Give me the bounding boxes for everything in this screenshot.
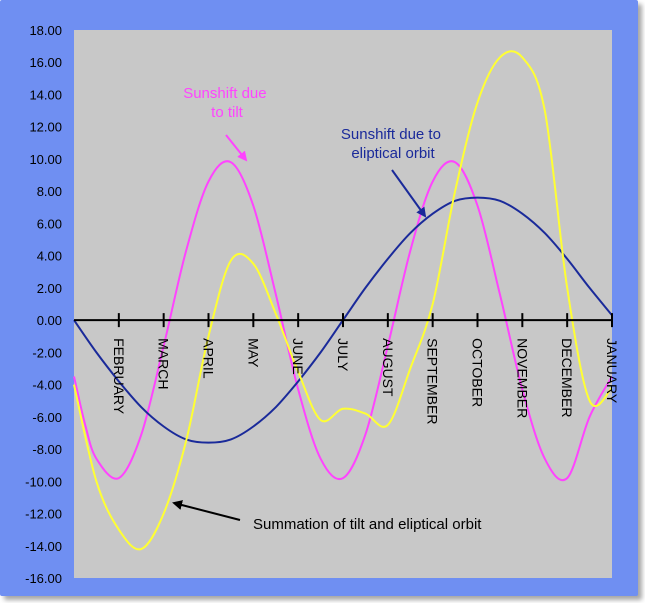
x-tick-label: DECEMBER xyxy=(559,338,575,417)
annotation-tilt-label: Sunshift due to tilt xyxy=(183,85,271,121)
series-line-0 xyxy=(73,160,613,482)
x-tick-label: JANUARY xyxy=(604,338,620,404)
annotation-orbit-label: Sunshift due to eliptical orbit xyxy=(341,126,445,162)
chart-svg: 18.00 16.00 14.00 12.00 10.00 8.00 6.00 4.00 2.0… xyxy=(25,23,620,586)
y-tick-label: 16.00 xyxy=(29,55,62,70)
x-axis-layer: FEBRUARY MARCH APRIL MAY JUNE JULY AUGUST SEPTE… xyxy=(74,313,620,424)
annotation-summation-label: Summation of tilt and eliptical orbit xyxy=(253,516,482,533)
y-tick-label: 0.00 xyxy=(37,313,62,328)
y-tick-label: 18.00 xyxy=(29,23,62,38)
plot-area xyxy=(74,30,612,578)
y-tick-label: -12.00 xyxy=(25,507,62,522)
x-tick-label: NOVEMBER xyxy=(514,338,530,418)
x-tick-label: SEPTEMBER xyxy=(425,338,441,424)
x-tick-label: OCTOBER xyxy=(470,338,486,407)
annotation-orbit-arrow xyxy=(391,169,427,218)
y-tick-label: -2.00 xyxy=(32,345,62,360)
x-tick-label: FEBRUARY xyxy=(111,338,127,415)
y-tick-labels: 18.00 16.00 14.00 12.00 10.00 8.00 6.00 4.00 2.0… xyxy=(25,23,62,586)
y-tick-label: 2.00 xyxy=(37,281,62,296)
y-tick-label: 8.00 xyxy=(37,184,62,199)
y-tick-label: 10.00 xyxy=(29,152,62,167)
x-tick-label: APRIL xyxy=(201,338,217,379)
y-tick-label: 4.00 xyxy=(37,249,62,264)
y-tick-label: 12.00 xyxy=(29,120,62,135)
y-tick-label: -8.00 xyxy=(32,442,62,457)
series-line-2 xyxy=(73,50,613,551)
annotation-tilt-arrow xyxy=(225,134,248,162)
chart-frame: 18.00 16.00 14.00 12.00 10.00 8.00 6.00 4.00 2.0… xyxy=(0,0,638,596)
y-tick-label: -14.00 xyxy=(25,539,62,554)
x-tick-label: JULY xyxy=(335,338,351,372)
y-tick-label: 6.00 xyxy=(37,216,62,231)
y-tick-label: -10.00 xyxy=(25,474,62,489)
x-tick-label: JUNE xyxy=(290,338,306,375)
y-tick-label: -6.00 xyxy=(32,410,62,425)
y-tick-label: 14.00 xyxy=(29,87,62,102)
x-tick-label: AUGUST xyxy=(380,338,396,397)
y-tick-label: -16.00 xyxy=(25,571,62,586)
annotation-summation-arrow xyxy=(172,500,241,521)
y-tick-label: -4.00 xyxy=(32,378,62,393)
x-tick-label: MARCH xyxy=(156,338,172,389)
x-tick-label: MAY xyxy=(245,338,261,368)
